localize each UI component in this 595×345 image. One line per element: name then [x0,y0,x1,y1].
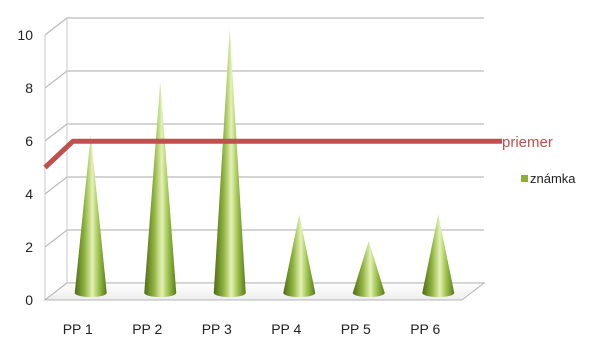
y-tick-label: 0 [25,292,33,308]
chart-floor [43,282,486,301]
cone-body [213,29,246,297]
cone-body [422,214,455,297]
legend: známka [521,171,576,186]
bar [352,241,385,297]
bar [144,82,177,297]
x-axis-ticks: PP 1 PP 2 PP 3 PP 4 PP 5 PP 6 [63,321,441,337]
y-tick-label: 10 [17,27,33,43]
y-tick-label: 8 [25,80,33,96]
gridlines [44,17,484,301]
bar [74,135,107,297]
average-line-label: priemer [502,134,553,151]
gridline [44,70,484,89]
cone-body [283,214,316,297]
x-tick-label: PP 1 [63,321,93,337]
cone-body [144,82,177,297]
average-line-group: priemer [43,134,553,170]
legend-label: známka [530,171,576,186]
chart-floor-plane [43,282,486,301]
x-tick-label: PP 4 [271,321,301,337]
bar-series [74,29,455,297]
x-tick-label: PP 2 [132,321,162,337]
cone-body [74,135,107,297]
y-axis-ticks: 0 2 4 6 8 10 [17,27,33,308]
gridline [44,229,484,248]
bar [422,214,455,297]
y-tick-label: 6 [25,133,33,149]
gridline [44,176,484,195]
y-tick-label: 2 [25,239,33,255]
bar [213,29,246,297]
cone-body [352,241,385,297]
legend-swatch [521,175,528,182]
x-tick-label: PP 6 [410,321,440,337]
average-line [43,138,502,170]
x-tick-label: PP 5 [341,321,371,337]
gridline [44,123,484,142]
bar [283,214,316,297]
x-tick-label: PP 3 [202,321,232,337]
y-tick-label: 4 [25,186,33,202]
gridline [44,17,484,36]
